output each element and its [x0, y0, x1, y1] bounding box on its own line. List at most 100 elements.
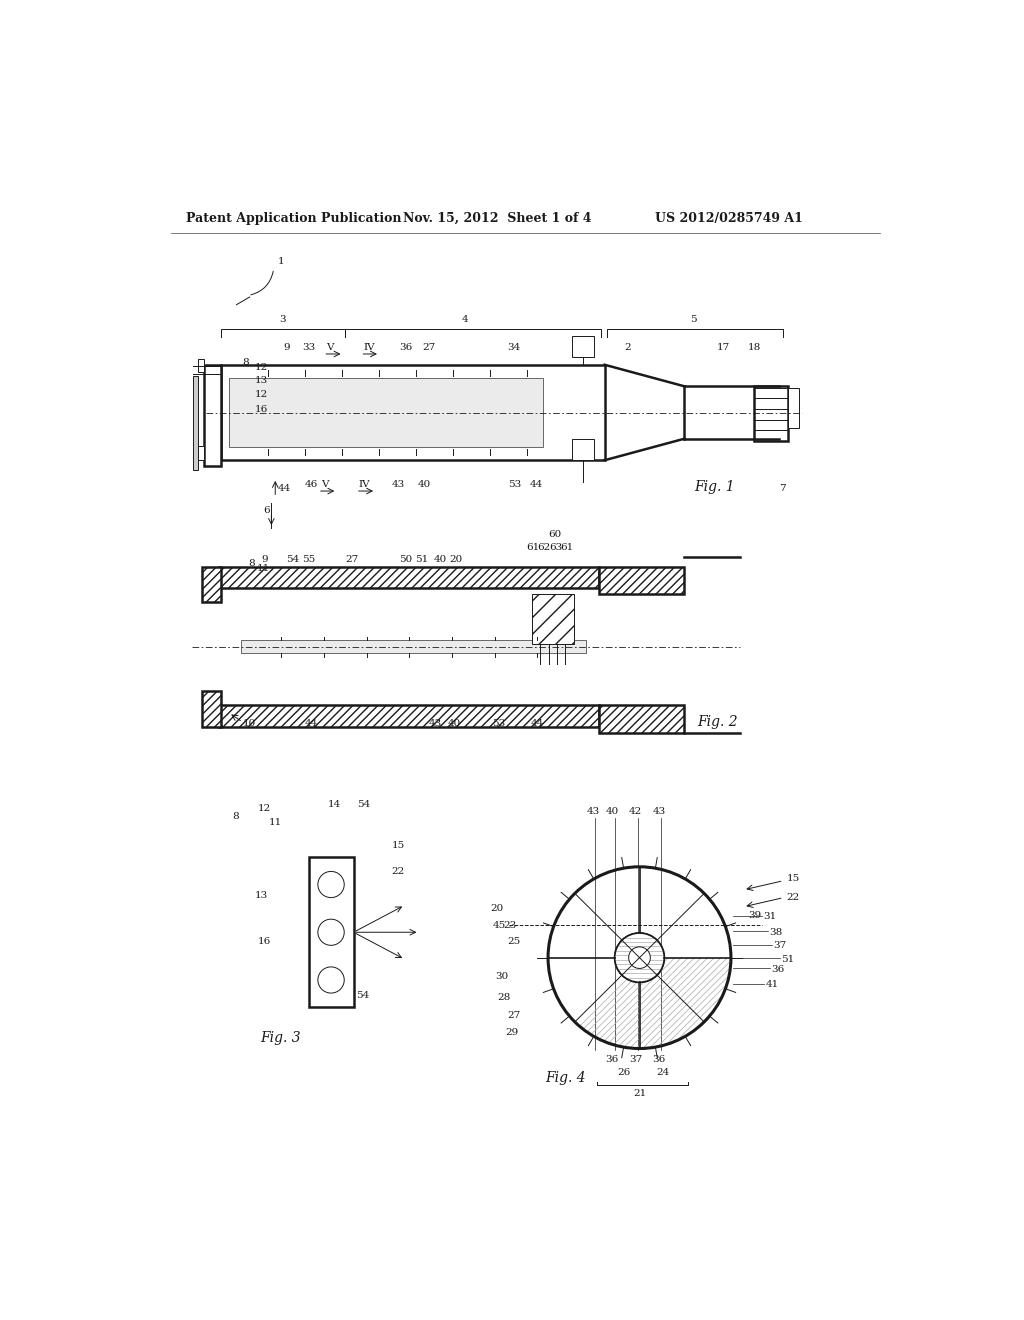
Text: 9: 9: [261, 554, 268, 564]
Text: 30: 30: [496, 973, 509, 981]
Text: 20: 20: [449, 554, 462, 564]
Text: 39: 39: [748, 911, 761, 920]
Text: 29: 29: [506, 1028, 519, 1036]
Text: 62: 62: [538, 543, 551, 552]
Text: 44: 44: [305, 719, 317, 727]
Text: 42: 42: [629, 808, 642, 817]
Text: IV: IV: [359, 480, 371, 490]
Text: 23: 23: [503, 921, 516, 931]
Text: 51: 51: [415, 554, 428, 564]
Text: 21: 21: [633, 1089, 646, 1098]
Text: 50: 50: [399, 554, 413, 564]
Bar: [228, 378, 543, 447]
Text: 54: 54: [356, 991, 369, 999]
Text: 16: 16: [255, 405, 268, 414]
Text: 27: 27: [508, 1011, 521, 1020]
Bar: [203, 692, 221, 726]
Text: 61: 61: [560, 543, 573, 552]
Bar: [531, 594, 574, 644]
Text: V: V: [326, 343, 333, 352]
Text: 8: 8: [248, 560, 255, 569]
Bar: [755, 387, 788, 441]
Text: 53: 53: [508, 480, 521, 490]
Text: Fig. 2: Fig. 2: [697, 715, 738, 729]
Text: 3: 3: [280, 315, 287, 325]
Text: 43: 43: [391, 480, 404, 490]
Text: 15: 15: [391, 841, 404, 850]
Text: 43: 43: [652, 808, 666, 817]
Bar: [241, 640, 586, 653]
Text: 60: 60: [548, 531, 561, 540]
Text: US 2012/0285749 A1: US 2012/0285749 A1: [655, 213, 803, 224]
Text: 15: 15: [786, 874, 800, 883]
Bar: [219, 566, 599, 589]
Text: 55: 55: [302, 554, 314, 564]
Circle shape: [629, 946, 650, 969]
Text: 44: 44: [531, 719, 544, 727]
Text: 8: 8: [243, 358, 249, 367]
Text: 40: 40: [447, 719, 461, 727]
Text: 26: 26: [617, 1068, 631, 1077]
Bar: [221, 364, 604, 461]
Circle shape: [317, 919, 344, 945]
Text: 45: 45: [493, 921, 506, 929]
Text: 51: 51: [781, 954, 795, 964]
Bar: [194, 376, 198, 470]
Text: 63: 63: [550, 543, 563, 552]
Text: 22: 22: [786, 892, 800, 902]
Text: Fig. 4: Fig. 4: [545, 1072, 586, 1085]
Bar: [198, 359, 204, 372]
Bar: [198, 446, 204, 461]
Text: Fig. 1: Fig. 1: [693, 480, 734, 494]
Text: 13: 13: [255, 376, 268, 385]
Text: 36: 36: [771, 965, 784, 974]
Bar: [203, 566, 221, 602]
Bar: [572, 438, 594, 461]
Text: 54: 54: [286, 554, 299, 564]
Bar: [219, 705, 599, 726]
Text: 36: 36: [652, 1056, 666, 1064]
Text: 10: 10: [243, 719, 256, 727]
Text: Nov. 15, 2012  Sheet 1 of 4: Nov. 15, 2012 Sheet 1 of 4: [403, 213, 592, 224]
Text: 38: 38: [770, 928, 783, 937]
Text: 6: 6: [263, 506, 270, 515]
Text: 40: 40: [606, 808, 618, 817]
Circle shape: [614, 933, 665, 982]
Text: 40: 40: [418, 480, 431, 490]
Text: 24: 24: [656, 1068, 670, 1077]
Text: 12: 12: [258, 804, 271, 813]
Bar: [599, 705, 684, 733]
Circle shape: [614, 933, 665, 982]
Text: 27: 27: [423, 343, 436, 352]
Text: 44: 44: [278, 484, 291, 494]
Text: 17: 17: [717, 343, 730, 352]
Text: 31: 31: [764, 912, 777, 921]
Text: 8: 8: [232, 812, 240, 821]
Text: 36: 36: [606, 1056, 618, 1064]
Text: 41: 41: [766, 979, 779, 989]
Text: 12: 12: [255, 391, 268, 399]
Text: 37: 37: [629, 1056, 642, 1064]
Text: 22: 22: [391, 867, 404, 876]
Text: 43: 43: [587, 808, 600, 817]
Text: 43: 43: [429, 719, 442, 727]
Text: 11: 11: [269, 818, 283, 828]
Text: V: V: [321, 480, 329, 490]
Bar: [204, 364, 221, 466]
Text: 1: 1: [278, 257, 285, 265]
Text: 2: 2: [624, 343, 631, 352]
Bar: [599, 566, 684, 594]
Text: 46: 46: [305, 480, 317, 490]
Circle shape: [548, 867, 731, 1048]
Text: 14: 14: [328, 800, 341, 809]
Bar: [572, 335, 594, 358]
Text: 5: 5: [690, 315, 697, 325]
Text: Fig. 3: Fig. 3: [260, 1031, 300, 1045]
Text: IV: IV: [364, 343, 375, 352]
Text: 4: 4: [462, 315, 468, 325]
Text: 16: 16: [258, 937, 271, 946]
Bar: [308, 857, 353, 1007]
Text: 12: 12: [255, 363, 268, 372]
Bar: [531, 594, 574, 644]
Bar: [788, 388, 799, 428]
